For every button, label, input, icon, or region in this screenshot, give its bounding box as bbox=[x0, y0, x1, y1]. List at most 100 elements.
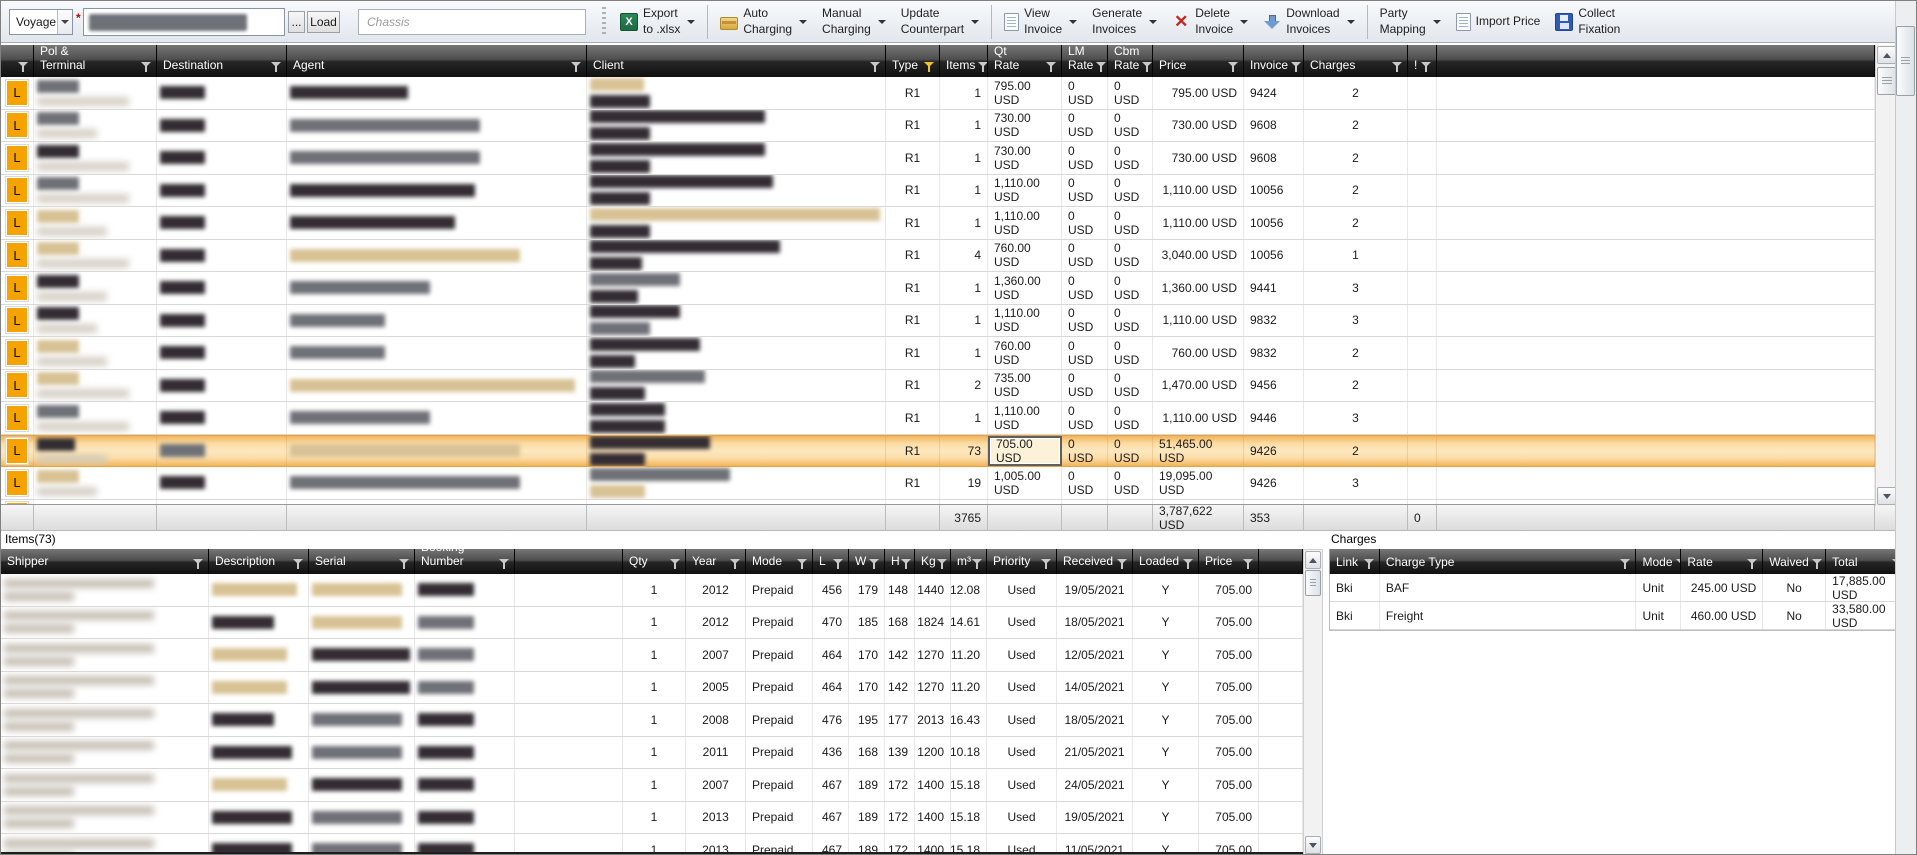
chevron-down-icon[interactable] bbox=[57, 10, 72, 34]
table-row[interactable]: L R1 1 1,110.00 USD 0 USD 0 USD 1,110.00 USD 10… bbox=[1, 174, 1875, 207]
filter-funnel-icon[interactable] bbox=[1421, 61, 1432, 72]
filter-funnel-icon[interactable] bbox=[670, 558, 681, 569]
table-row[interactable]: 1 2013 Prepaid 467 189 172 1400 15.18 Used 11/05/… bbox=[1, 834, 1303, 852]
column-header-items[interactable]: Items bbox=[940, 45, 988, 77]
load-button[interactable]: Load bbox=[307, 11, 340, 33]
column-header-shipper[interactable]: Shipper bbox=[1, 549, 209, 574]
manual-charging-button[interactable]: Manual Charging bbox=[815, 3, 893, 41]
filter-funnel-icon[interactable] bbox=[293, 558, 304, 569]
table-row[interactable]: L R1 1 1,110.00 USD 0 USD 0 USD 1,110.00 USD 94… bbox=[1, 402, 1875, 435]
filter-funnel-icon[interactable] bbox=[1363, 558, 1375, 569]
chevron-down-icon[interactable] bbox=[1432, 20, 1441, 24]
filter-funnel-icon[interactable] bbox=[869, 558, 880, 569]
scrollbar-thumb[interactable] bbox=[1305, 570, 1321, 596]
filter-funnel-icon[interactable] bbox=[1811, 558, 1823, 569]
table-row-selected[interactable]: L R1 73 705.00 USD 0 USD 0 USD 51,465.00 USD 94… bbox=[1, 434, 1875, 467]
download-invoices-button[interactable]: Download Invoices bbox=[1256, 3, 1361, 41]
column-header-loaded[interactable]: Loaded bbox=[1133, 549, 1199, 574]
window-scrollbar[interactable] bbox=[1895, 1, 1916, 854]
filter-funnel-icon[interactable] bbox=[1620, 558, 1631, 569]
column-header-waived[interactable]: Waived bbox=[1763, 549, 1827, 574]
table-row[interactable]: L R1 1 1,360.00 USD 0 USD 0 USD 1,360.00 USD 94… bbox=[1, 272, 1875, 305]
party-mapping-button[interactable]: Party Mapping bbox=[1373, 3, 1448, 41]
filter-funnel-icon[interactable] bbox=[972, 558, 983, 569]
column-header-bang[interactable]: ! bbox=[1408, 45, 1437, 77]
filter-funnel-icon[interactable] bbox=[1096, 61, 1107, 72]
column-header-rate[interactable]: Rate bbox=[1681, 549, 1764, 574]
column-header-charge_type[interactable]: Charge Type bbox=[1380, 549, 1637, 574]
chevron-down-icon[interactable] bbox=[1240, 20, 1249, 24]
column-header-invoice[interactable]: Invoice bbox=[1244, 45, 1304, 77]
filter-funnel-icon[interactable] bbox=[797, 558, 808, 569]
table-row[interactable]: L R1 1 1,110.00 USD 0 USD 0 USD 1,110.00 USD 98… bbox=[1, 304, 1875, 337]
filter-funnel-icon[interactable] bbox=[900, 558, 912, 569]
column-header-dest[interactable]: Destination bbox=[157, 45, 287, 77]
voyage-grid-scrollbar[interactable] bbox=[1875, 45, 1897, 506]
chevron-down-icon[interactable] bbox=[1346, 20, 1355, 24]
table-row[interactable]: L R1 1 795.00 USD 0 USD 0 USD 795.00 USD 9424 2 bbox=[1, 77, 1875, 110]
filter-funnel-icon[interactable] bbox=[271, 61, 282, 72]
filter-funnel-icon[interactable] bbox=[1183, 558, 1194, 569]
scroll-up-icon[interactable] bbox=[1877, 46, 1897, 64]
column-header-price[interactable]: Price bbox=[1153, 45, 1244, 77]
column-header-serial[interactable]: Serial bbox=[309, 549, 415, 574]
scroll-down-icon[interactable] bbox=[1305, 836, 1321, 854]
column-header-badge[interactable] bbox=[1, 45, 34, 77]
table-row[interactable]: L R1 1 730.00 USD 0 USD 0 USD 730.00 USD 9608 2 bbox=[1, 109, 1875, 142]
filter-funnel-icon[interactable] bbox=[924, 61, 935, 72]
column-header-qty[interactable]: Qty bbox=[623, 549, 686, 574]
voyage-select[interactable]: Voyage bbox=[9, 9, 73, 35]
table-row[interactable]: 1 2007 Prepaid 464 170 142 1270 11.20 Used 12/05/… bbox=[1, 639, 1303, 672]
chassis-input[interactable] bbox=[358, 9, 586, 35]
filter-funnel-icon[interactable] bbox=[1117, 558, 1128, 569]
filter-funnel-icon[interactable] bbox=[499, 558, 510, 569]
table-row[interactable]: L R1 4 760.00 USD 0 USD 0 USD 3,040.00 USD 1005… bbox=[1, 239, 1875, 272]
filter-funnel-icon[interactable] bbox=[399, 558, 410, 569]
column-header-booking[interactable]: Booking Number bbox=[415, 549, 515, 574]
filter-funnel-icon[interactable] bbox=[18, 61, 29, 72]
column-header-received[interactable]: Received bbox=[1057, 549, 1133, 574]
filter-funnel-icon[interactable] bbox=[1243, 558, 1254, 569]
chevron-down-icon[interactable] bbox=[687, 20, 696, 24]
scrollbar-thumb[interactable] bbox=[1896, 26, 1915, 96]
table-row[interactable]: 1 2008 Prepaid 476 195 177 2013 16.43 Used 18/05/… bbox=[1, 704, 1303, 737]
filter-funnel-icon[interactable] bbox=[936, 558, 948, 569]
filter-funnel-icon[interactable] bbox=[1675, 558, 1681, 569]
column-header-qt[interactable]: Qt Rate bbox=[988, 45, 1062, 77]
export-xlsx-button[interactable]: Export to .xlsx bbox=[613, 3, 702, 41]
filter-funnel-icon[interactable] bbox=[571, 61, 582, 72]
auto-charging-button[interactable]: Auto Charging bbox=[713, 3, 814, 41]
column-header-price[interactable]: Price bbox=[1199, 549, 1259, 574]
chevron-down-icon[interactable] bbox=[1069, 20, 1078, 24]
table-row[interactable]: 1 2011 Prepaid 436 168 139 1200 10.18 Used 21/05/… bbox=[1, 736, 1303, 769]
column-header-charges[interactable]: Charges bbox=[1304, 45, 1408, 77]
browse-button[interactable]: ... bbox=[288, 11, 305, 33]
column-header-wd[interactable]: W bbox=[849, 549, 885, 574]
filter-funnel-icon[interactable] bbox=[1041, 558, 1052, 569]
table-row[interactable]: 1 2005 Prepaid 464 170 142 1270 11.20 Used 14/05/… bbox=[1, 671, 1303, 704]
filter-funnel-icon[interactable] bbox=[1291, 61, 1302, 72]
generate-invoices-button[interactable]: Generate Invoices bbox=[1085, 3, 1164, 41]
column-header-priority[interactable]: Priority bbox=[987, 549, 1057, 574]
column-header-h[interactable]: H bbox=[885, 549, 915, 574]
column-header-cbm[interactable]: Cbm Rate bbox=[1108, 45, 1153, 77]
filter-funnel-icon[interactable] bbox=[1142, 61, 1152, 72]
filter-funnel-icon[interactable] bbox=[833, 558, 844, 569]
table-row[interactable]: L bbox=[1, 499, 1875, 504]
view-invoice-button[interactable]: View Invoice bbox=[997, 3, 1084, 41]
scrollbar-thumb[interactable] bbox=[1877, 67, 1897, 95]
chevron-down-icon[interactable] bbox=[799, 20, 808, 24]
collect-fixation-button[interactable]: Collect Fixation bbox=[1548, 3, 1627, 41]
filter-funnel-icon[interactable] bbox=[870, 61, 881, 72]
scroll-up-icon[interactable] bbox=[1305, 551, 1321, 569]
column-header-mode[interactable]: Mode bbox=[746, 549, 813, 574]
column-header-l[interactable]: L bbox=[813, 549, 849, 574]
chevron-down-icon[interactable] bbox=[877, 20, 886, 24]
filter-funnel-icon[interactable] bbox=[978, 61, 987, 72]
scroll-down-icon[interactable] bbox=[1877, 487, 1897, 505]
table-row[interactable]: L R1 1 760.00 USD 0 USD 0 USD 760.00 USD 9832 2 bbox=[1, 337, 1875, 370]
table-row[interactable]: Bki Freight Unit 460.00 USD No 33,580.00 USD bbox=[1330, 602, 1908, 630]
filter-funnel-icon[interactable] bbox=[1392, 61, 1403, 72]
column-header-client[interactable]: Client bbox=[587, 45, 886, 77]
column-header-type[interactable]: Type bbox=[886, 45, 940, 77]
